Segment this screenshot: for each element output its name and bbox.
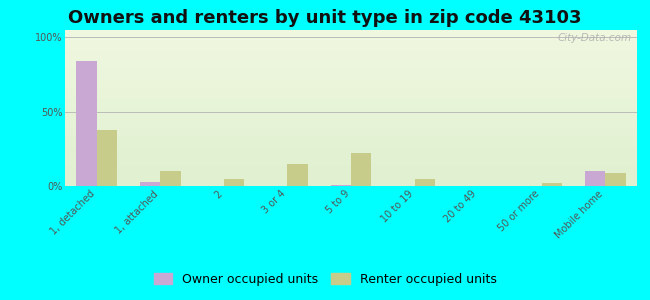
Legend: Owner occupied units, Renter occupied units: Owner occupied units, Renter occupied un… [148,268,502,291]
Bar [331,184,351,186]
Bar [224,178,244,186]
Bar [161,171,181,186]
Bar [541,183,562,186]
Bar [97,130,117,186]
Bar [140,182,161,186]
Bar [585,171,605,186]
Bar [605,172,625,186]
Bar [415,178,435,186]
Bar [287,164,308,186]
Bar [77,61,97,186]
Text: Owners and renters by unit type in zip code 43103: Owners and renters by unit type in zip c… [68,9,582,27]
Bar [351,153,371,186]
Text: City-Data.com: City-Data.com [557,33,631,43]
